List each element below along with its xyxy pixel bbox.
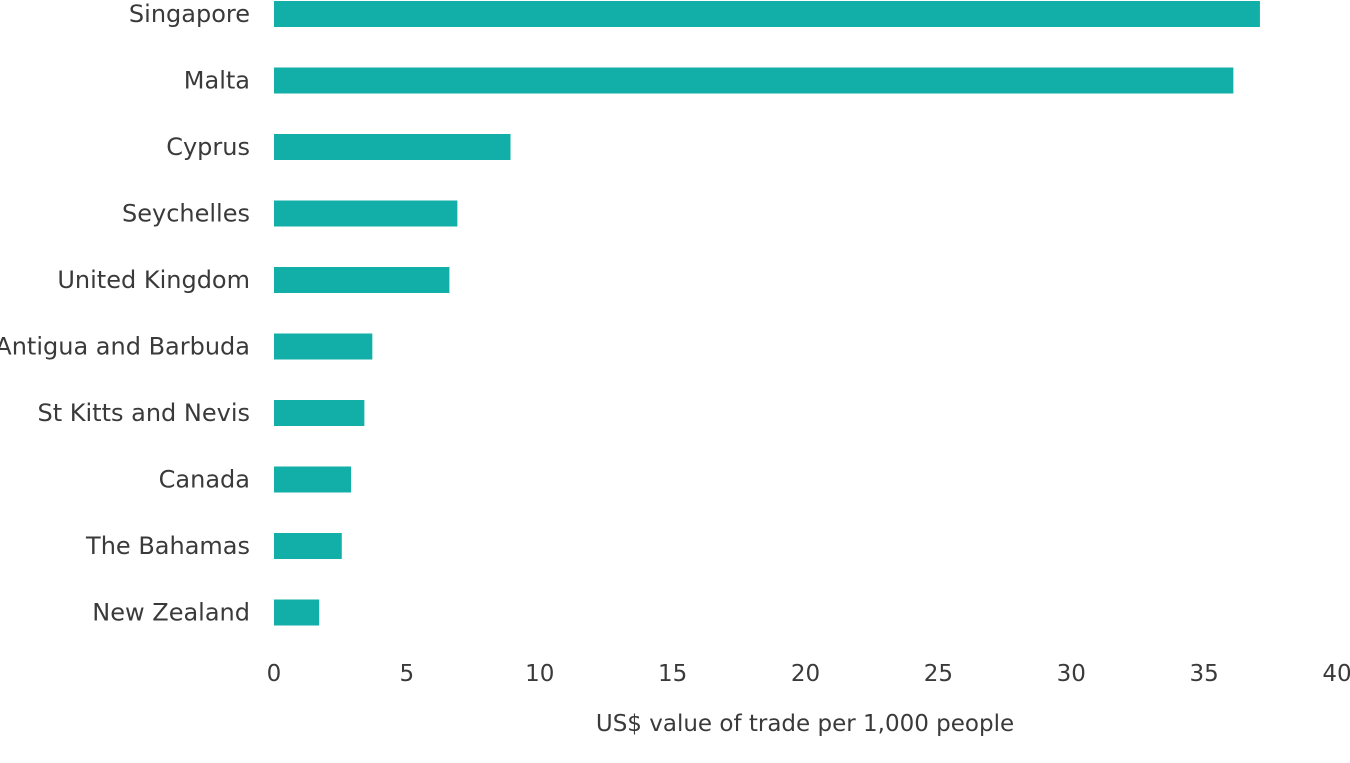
bar-malta xyxy=(274,67,1234,94)
bar-singapore xyxy=(274,1,1260,27)
category-label: Singapore xyxy=(129,0,250,28)
x-tick-label: 25 xyxy=(924,661,953,687)
bar-st-kitts-and-nevis xyxy=(274,400,365,426)
bar-new-zealand xyxy=(274,599,320,626)
category-label: Malta xyxy=(184,67,250,95)
x-tick-label: 15 xyxy=(658,661,687,687)
x-tick-label: 10 xyxy=(525,661,554,687)
category-label: St Kitts and Nevis xyxy=(37,399,250,427)
x-tick-label: 20 xyxy=(791,661,820,687)
category-label: New Zealand xyxy=(92,599,250,627)
x-tick-label: 35 xyxy=(1189,661,1218,687)
x-axis-title: US$ value of trade per 1,000 people xyxy=(596,711,1014,737)
category-label: The Bahamas xyxy=(85,532,250,560)
x-tick-label: 40 xyxy=(1322,661,1350,687)
x-axis-ticks-group: 0 5 10 15 20 25 30 35 40 xyxy=(267,661,1350,687)
bar-antigua-and-barbuda xyxy=(274,333,373,360)
x-tick-label: 5 xyxy=(400,661,415,687)
x-tick-label: 0 xyxy=(267,661,282,687)
category-label: Cyprus xyxy=(166,133,250,161)
x-tick-label: 30 xyxy=(1057,661,1086,687)
bars-group xyxy=(274,1,1260,626)
bar-cyprus xyxy=(274,134,511,160)
category-label: Antigua and Barbuda xyxy=(0,333,250,361)
bar-the-bahamas xyxy=(274,533,342,559)
bar-seychelles xyxy=(274,200,458,227)
bar-united-kingdom xyxy=(274,267,450,293)
category-label: Seychelles xyxy=(122,200,250,228)
category-labels-group: Singapore Malta Cyprus Seychelles United Kin… xyxy=(0,0,250,627)
bar-canada xyxy=(274,466,352,493)
category-label: Canada xyxy=(159,466,250,494)
category-label: United Kingdom xyxy=(57,266,250,294)
